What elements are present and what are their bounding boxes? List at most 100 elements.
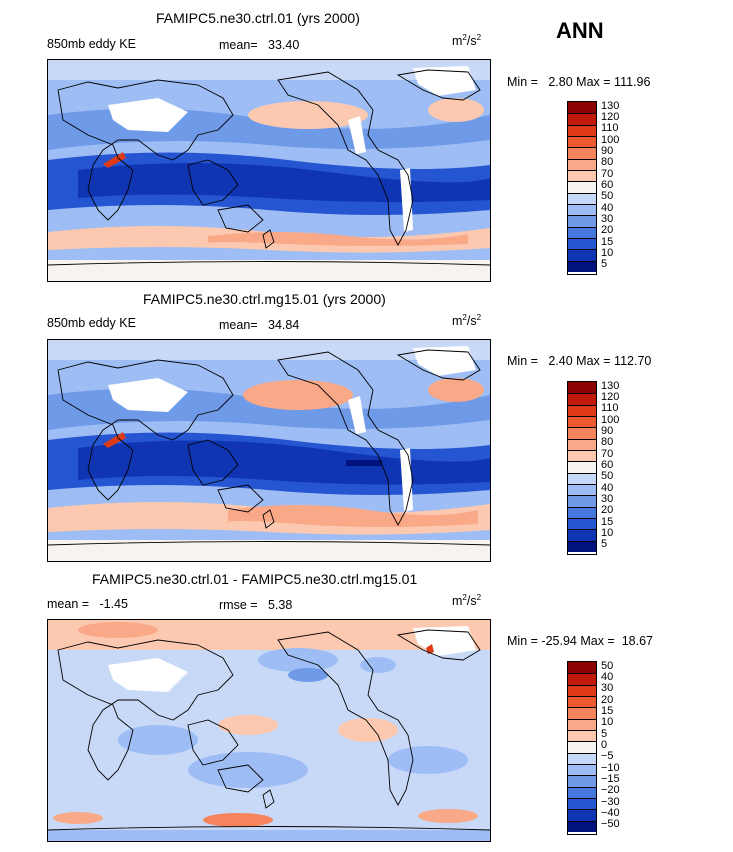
colorbar-tick-label: 30 bbox=[601, 493, 614, 505]
panel-2-map bbox=[47, 339, 491, 562]
colorbar-tick-label: 80 bbox=[601, 156, 614, 169]
colorbar-swatch bbox=[568, 730, 596, 742]
panel-3-rmse-value: 5.38 bbox=[267, 598, 293, 612]
colorbar-tick-label: 130 bbox=[601, 99, 620, 112]
panel-3-rmse: rmse = 5.38 bbox=[219, 598, 293, 612]
colorbar-swatch bbox=[568, 170, 596, 182]
panel-1-map bbox=[47, 59, 491, 282]
colorbar-tick-label: 60 bbox=[601, 179, 614, 191]
colorbar-tick-label: 100 bbox=[601, 133, 620, 146]
colorbar-tick-label: 10 bbox=[601, 716, 614, 729]
colorbar-swatch bbox=[568, 506, 596, 518]
colorbar-swatch bbox=[568, 540, 596, 552]
colorbar-tick-label: 50 bbox=[601, 470, 614, 483]
panel-1-map-svg bbox=[48, 60, 490, 281]
panel-1-mean-value: 33.40 bbox=[268, 38, 300, 52]
panel-2-mean-value: 34.84 bbox=[268, 318, 300, 332]
colorbar-tick-label: 5 bbox=[601, 258, 608, 271]
colorbar-swatch bbox=[568, 215, 596, 227]
colorbar-swatch bbox=[568, 204, 596, 216]
colorbar-swatch bbox=[568, 450, 596, 462]
colorbar-swatch bbox=[568, 260, 596, 272]
colorbar-swatch bbox=[568, 113, 596, 125]
panel-3-title: FAMIPC5.ne30.ctrl.01 - FAMIPC5.ne30.ctrl… bbox=[92, 571, 418, 587]
colorbar-tick-label: 120 bbox=[601, 391, 620, 403]
panel-2-mean: mean= 34.84 bbox=[219, 318, 300, 332]
colorbar-swatch bbox=[568, 673, 596, 685]
colorbar-tick-label: 70 bbox=[601, 167, 614, 180]
colorbar-swatch bbox=[568, 192, 596, 204]
panel-2-colorbar bbox=[567, 381, 597, 555]
colorbar-swatch bbox=[568, 684, 596, 696]
panel-3-minmax: Min = -25.94 Max = 18.67 bbox=[507, 634, 653, 648]
colorbar-swatch bbox=[568, 438, 596, 450]
colorbar-swatch bbox=[568, 382, 596, 394]
colorbar-tick-label: 70 bbox=[601, 447, 614, 460]
colorbar-tick-label: 15 bbox=[601, 235, 614, 248]
colorbar-swatch bbox=[568, 798, 596, 810]
colorbar-tick-label: 80 bbox=[601, 436, 614, 449]
panel-3-min-value: -25.94 bbox=[541, 634, 577, 648]
colorbar-swatch bbox=[568, 181, 596, 193]
panel-1-title: FAMIPC5.ne30.ctrl.01 (yrs 2000) bbox=[156, 10, 360, 26]
colorbar-swatch bbox=[568, 518, 596, 530]
colorbar-swatch bbox=[568, 404, 596, 416]
colorbar-tick-label: 10 bbox=[601, 247, 614, 259]
colorbar-tick-label: 90 bbox=[601, 425, 614, 437]
panel-3-mean: mean = -1.45 bbox=[47, 597, 128, 611]
panel-2-min-value: 2.40 bbox=[548, 354, 573, 368]
colorbar-swatch bbox=[568, 102, 596, 114]
panel-3-units: m2/s2 bbox=[452, 593, 482, 609]
colorbar-tick-label: 60 bbox=[601, 459, 614, 471]
panel-2-title: FAMIPC5.ne30.ctrl.mg15.01 (yrs 2000) bbox=[143, 291, 386, 307]
colorbar-tick-label: 40 bbox=[601, 671, 614, 683]
colorbar-swatch bbox=[568, 752, 596, 764]
season-label: ANN bbox=[556, 18, 604, 43]
colorbar-tick-label: −10 bbox=[601, 761, 620, 774]
colorbar-tick-label: 0 bbox=[601, 739, 608, 751]
colorbar-swatch bbox=[568, 495, 596, 507]
colorbar-tick-label: −5 bbox=[601, 750, 614, 763]
panel-1-colorbar bbox=[567, 101, 597, 275]
colorbar-tick-label: 110 bbox=[601, 122, 619, 135]
colorbar-swatch bbox=[568, 707, 596, 719]
colorbar-swatch bbox=[568, 696, 596, 708]
colorbar-tick-label: 30 bbox=[601, 213, 614, 225]
panel-3-max-value: 18.67 bbox=[621, 634, 653, 648]
colorbar-tick-label: 40 bbox=[601, 481, 614, 494]
panel-2-units: m2/s2 bbox=[452, 313, 482, 329]
panel-2-map-svg bbox=[48, 340, 490, 561]
colorbar-tick-label: 130 bbox=[601, 379, 620, 392]
colorbar-swatch bbox=[568, 393, 596, 405]
colorbar-tick-label: 100 bbox=[601, 413, 620, 426]
colorbar-swatch bbox=[568, 249, 596, 261]
panel-2-variable-label: 850mb eddy KE bbox=[47, 316, 136, 330]
colorbar-swatch bbox=[568, 427, 596, 439]
colorbar-tick-label: 90 bbox=[601, 145, 614, 157]
colorbar-tick-label: −50 bbox=[601, 818, 620, 831]
colorbar-swatch bbox=[568, 529, 596, 541]
panel-1-max-value: 111.96 bbox=[614, 75, 651, 89]
colorbar-tick-label: −30 bbox=[601, 795, 620, 808]
colorbar-swatch bbox=[568, 472, 596, 484]
colorbar-swatch bbox=[568, 662, 596, 674]
panel-3-map bbox=[47, 619, 491, 842]
colorbar-swatch bbox=[568, 741, 596, 753]
colorbar-swatch bbox=[568, 416, 596, 428]
colorbar-tick-label: 10 bbox=[601, 527, 614, 539]
colorbar-tick-label: 40 bbox=[601, 201, 614, 214]
colorbar-tick-label: 50 bbox=[601, 659, 614, 672]
colorbar-tick-label: 20 bbox=[601, 693, 614, 706]
colorbar-tick-label: 30 bbox=[601, 682, 614, 695]
panel-3-mean-value: -1.45 bbox=[99, 597, 128, 611]
colorbar-tick-label: −20 bbox=[601, 784, 620, 797]
panel-1-min-value: 2.80 bbox=[548, 75, 573, 89]
panel-1-units: m2/s2 bbox=[452, 33, 482, 49]
colorbar-tick-label: −40 bbox=[601, 807, 620, 819]
colorbar-swatch bbox=[568, 226, 596, 238]
colorbar-swatch bbox=[568, 158, 596, 170]
colorbar-swatch bbox=[568, 718, 596, 730]
colorbar-swatch bbox=[568, 484, 596, 496]
colorbar-swatch bbox=[568, 764, 596, 776]
panel-1-variable-label: 850mb eddy KE bbox=[47, 37, 136, 51]
